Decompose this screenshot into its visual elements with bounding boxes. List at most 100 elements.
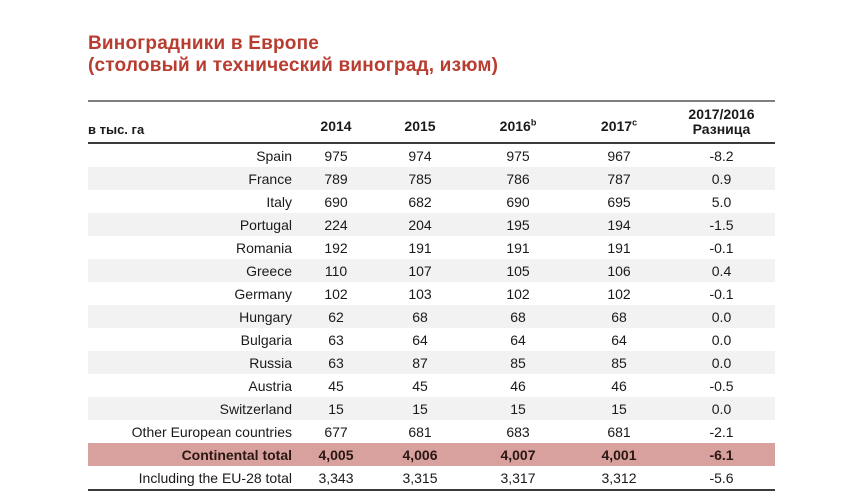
- row-value: 3,343: [318, 469, 354, 486]
- row-value: 102: [324, 285, 348, 302]
- row-label: Russia: [249, 354, 292, 371]
- table-row: Bulgaria 63 64 64 64 0.0: [88, 328, 775, 351]
- col-header-year: 2017: [600, 118, 633, 134]
- row-value: 4,006: [402, 446, 438, 463]
- row-value: -5.6: [709, 469, 734, 486]
- row-value: 62: [328, 308, 344, 325]
- row-value: 103: [408, 285, 432, 302]
- table-row: Switzerland 15 15 15 15 0.0: [88, 397, 775, 420]
- col-header-year: 2016: [499, 118, 531, 134]
- row-value: 64: [412, 331, 428, 348]
- page-title: Виноградники в Европе (столовый и технич…: [88, 33, 498, 77]
- total-row: Continental total 4,005 4,006 4,007 4,001 -6.…: [88, 443, 775, 466]
- row-label: Hungary: [239, 308, 292, 325]
- col-header-footnote-mark: c: [632, 117, 638, 128]
- row-value: 63: [328, 354, 344, 371]
- col-header-diff-line1: 2017/2016: [688, 106, 755, 122]
- row-value: 63: [328, 331, 344, 348]
- col-header-year: 2015: [404, 118, 436, 134]
- row-value: 15: [611, 400, 627, 417]
- row-label: Continental total: [181, 446, 292, 463]
- row-value: 0.9: [711, 170, 732, 187]
- col-header-footnote-mark: b: [530, 117, 537, 128]
- table-row: Austria 45 45 46 46 -0.5: [88, 374, 775, 397]
- row-value: 683: [506, 423, 530, 440]
- row-value: 0.0: [711, 354, 732, 371]
- row-value: 0.0: [711, 308, 732, 325]
- row-label: Other European countries: [131, 423, 292, 440]
- table-body: Spain 975 974 975 967 -8.2 France 789 785 786 787 0…: [88, 143, 775, 490]
- row-value: 191: [506, 239, 530, 256]
- row-value: 224: [324, 216, 348, 233]
- row-label: Spain: [256, 147, 292, 164]
- row-value: 695: [607, 193, 631, 210]
- row-value: 682: [408, 193, 432, 210]
- row-value: 45: [328, 377, 344, 394]
- row-value: 192: [324, 239, 348, 256]
- table-header: в тыс. га 2014 2015 2016b 2017c 2017/201…: [88, 101, 775, 143]
- row-value: 64: [510, 331, 526, 348]
- page-title-line1: Виноградники в Европе: [88, 33, 320, 54]
- row-value: 0.0: [711, 331, 732, 348]
- row-value: 15: [510, 400, 526, 417]
- row-value: -0.1: [709, 239, 734, 256]
- row-value: 64: [611, 331, 627, 348]
- row-value: 191: [607, 239, 631, 256]
- col-header-2015: 2015: [374, 101, 466, 143]
- col-header-2017: 2017c: [570, 101, 668, 143]
- table-row: Greece 110 107 105 106 0.4: [88, 259, 775, 282]
- row-label: Austria: [248, 377, 292, 394]
- table-row: Italy 690 682 690 695 5.0: [88, 190, 775, 213]
- row-value: 690: [506, 193, 530, 210]
- row-value: 677: [324, 423, 348, 440]
- table-row: Germany 102 103 102 102 -0.1: [88, 282, 775, 305]
- table-row: Russia 63 87 85 85 0.0: [88, 351, 775, 374]
- row-label: Including the EU-28 total: [138, 469, 292, 486]
- row-value: 46: [510, 377, 526, 394]
- row-value: 45: [412, 377, 428, 394]
- row-value: 102: [506, 285, 530, 302]
- row-label: Bulgaria: [240, 331, 292, 348]
- row-value: 974: [408, 147, 432, 164]
- row-value: 68: [412, 308, 428, 325]
- row-value: 110: [324, 262, 348, 279]
- row-value: 87: [412, 354, 428, 371]
- page-title-line2: (столовый и технический виноград, изюм): [88, 55, 499, 76]
- row-value: -2.1: [709, 423, 734, 440]
- row-value: 681: [607, 423, 631, 440]
- row-value: 3,317: [500, 469, 536, 486]
- table-row: Spain 975 974 975 967 -8.2: [88, 143, 775, 167]
- row-label: Switzerland: [219, 400, 292, 417]
- row-value: 3,312: [601, 469, 637, 486]
- row-value: 107: [408, 262, 432, 279]
- row-value: 785: [408, 170, 432, 187]
- row-value: 4,007: [500, 446, 536, 463]
- row-label: France: [248, 170, 292, 187]
- row-value: 191: [408, 239, 432, 256]
- table-row: Including the EU-28 total 3,343 3,315 3,317…: [88, 466, 775, 490]
- table-row: Other European countries 677 681 683 681 -2.1: [88, 420, 775, 443]
- row-value: 787: [607, 170, 631, 187]
- row-value: 5.0: [711, 193, 732, 210]
- row-value: 4,001: [601, 446, 637, 463]
- row-value: 4,005: [318, 446, 354, 463]
- row-value: 68: [510, 308, 526, 325]
- row-value: 0.4: [711, 262, 732, 279]
- header-row: в тыс. га 2014 2015 2016b 2017c 2017/201…: [88, 101, 775, 143]
- row-value: 204: [408, 216, 432, 233]
- row-label: Portugal: [239, 216, 292, 233]
- row-value: 15: [412, 400, 428, 417]
- col-header-2016: 2016b: [466, 101, 570, 143]
- vineyard-area-table: в тыс. га 2014 2015 2016b 2017c 2017/201…: [88, 100, 775, 491]
- row-value: 105: [506, 262, 530, 279]
- col-header-diff-line2: Разница: [692, 121, 751, 137]
- row-value: -6.1: [709, 446, 734, 463]
- row-value: 195: [506, 216, 530, 233]
- row-label: Romania: [235, 239, 292, 256]
- col-header-year: 2014: [320, 118, 352, 134]
- unit-label: в тыс. га: [88, 122, 145, 137]
- row-value: 975: [506, 147, 530, 164]
- row-value: 194: [607, 216, 631, 233]
- row-value: 68: [611, 308, 627, 325]
